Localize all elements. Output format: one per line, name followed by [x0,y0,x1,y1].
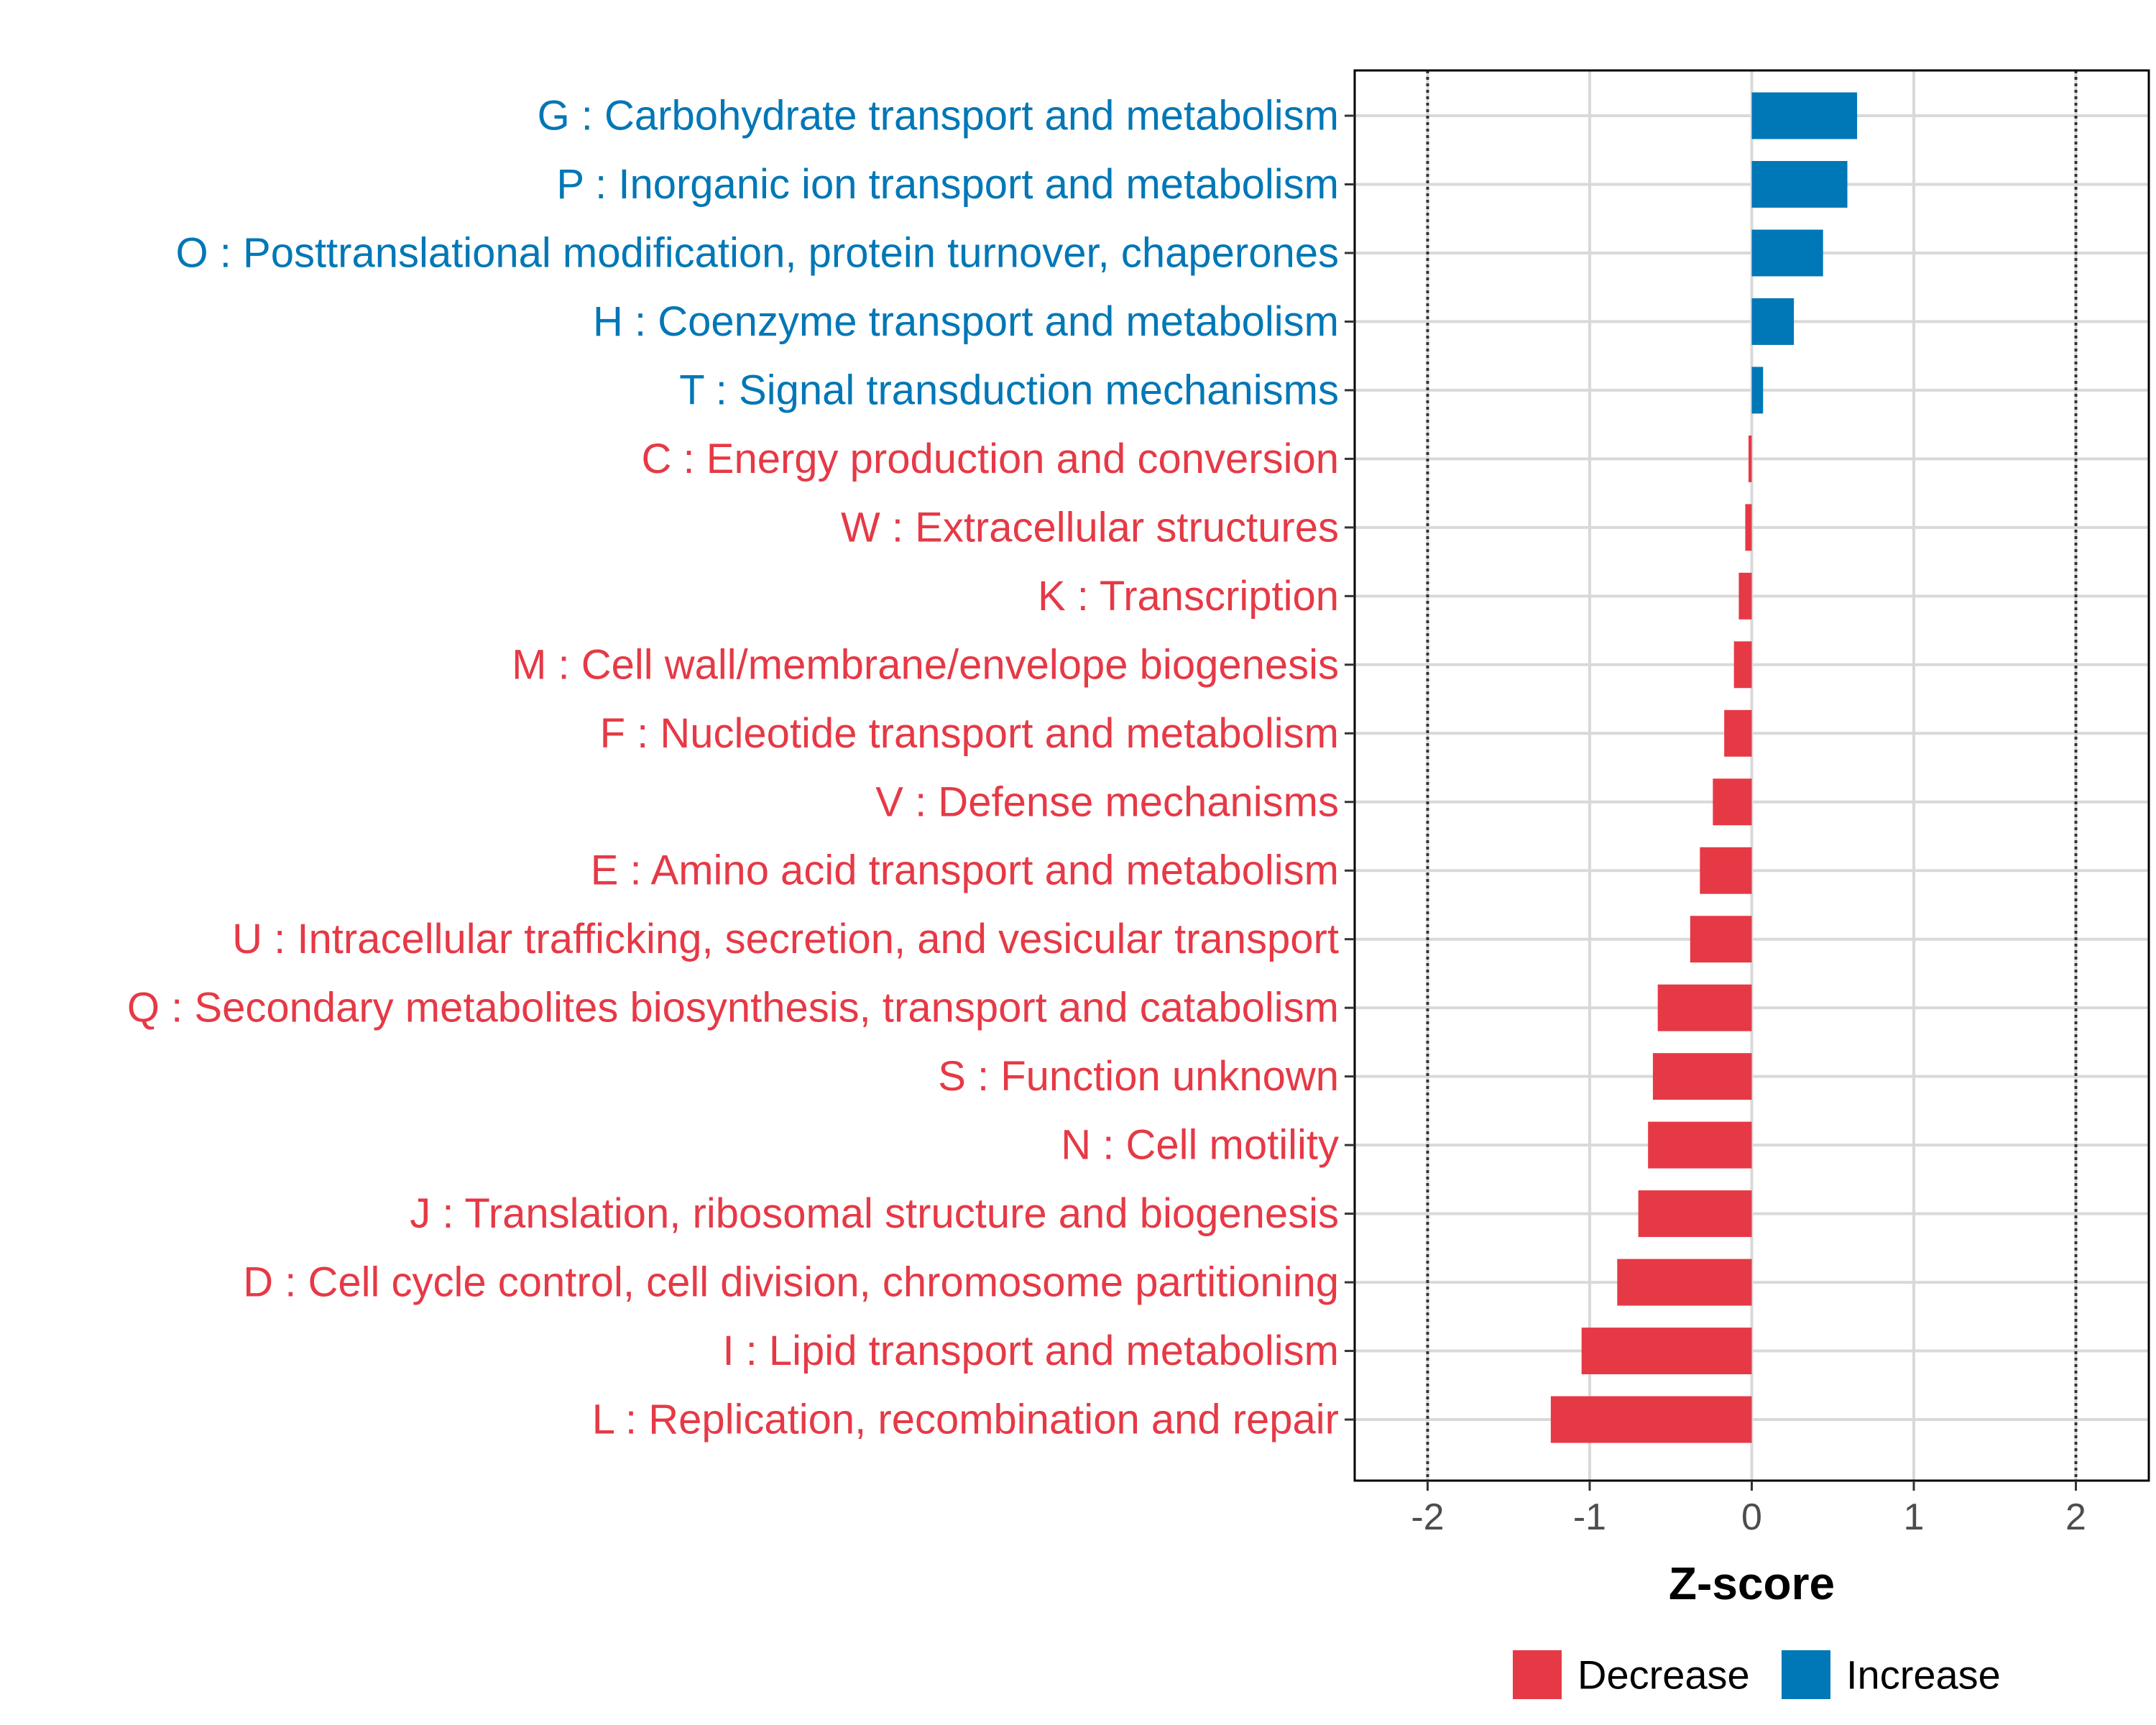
legend: Decrease Increase [1513,1650,2001,1699]
reference-lines [1426,70,2078,1481]
x-tick-label-neg2: -2 [1411,1496,1444,1538]
x-tick-label-2: 2 [2065,1496,2086,1538]
bar-g [1751,92,1858,139]
y-label-j: J : Translation, ribosomal structure and… [410,1190,1339,1237]
bar-p [1751,161,1848,208]
y-axis-category-labels: G : Carbohydrate transport and metabolis… [127,93,1339,1443]
y-label-f: F : Nucleotide transport and metabolism [600,710,1339,757]
y-label-u: U : Intracellular trafficking, secretion… [232,916,1339,962]
bar-d [1617,1259,1752,1306]
bar-w [1745,504,1752,551]
y-label-i: I : Lipid transport and metabolism [722,1328,1339,1374]
bar-l [1550,1396,1752,1443]
bar-q [1657,984,1752,1031]
legend-swatch-increase [1782,1650,1830,1699]
bar-e [1700,847,1752,894]
y-label-n: N : Cell motility [1061,1122,1339,1169]
y-label-c: C : Energy production and conversion [642,436,1339,482]
y-label-s: S : Function unknown [938,1053,1339,1100]
y-label-l: L : Replication, recombination and repai… [592,1397,1339,1443]
bar-t [1751,367,1764,414]
x-axis-ticks: -2 -1 0 1 2 [1411,1481,2086,1538]
x-tick-label-1: 1 [1904,1496,1925,1538]
legend-swatch-decrease [1513,1650,1562,1699]
legend-label-increase: Increase [1846,1652,2001,1698]
x-tick-label-0: 0 [1741,1496,1762,1538]
bar-k [1738,572,1752,620]
bar-j [1638,1190,1752,1238]
bar-c [1748,435,1752,482]
y-label-e: E : Amino acid transport and metabolism [591,847,1339,894]
y-label-v: V : Defense mechanisms [875,778,1339,825]
x-axis-title: Z-score [1669,1558,1835,1609]
bar-i [1581,1328,1752,1375]
y-label-w: W : Extracellular structures [841,504,1339,551]
y-label-d: D : Cell cycle control, cell division, c… [243,1259,1339,1306]
bar-s [1652,1053,1752,1100]
bar-o [1751,229,1823,277]
y-label-o: O : Posttranslational modification, prot… [176,229,1339,276]
y-label-p: P : Inorganic ion transport and metaboli… [556,161,1339,208]
y-axis-ticks [1345,114,1355,1421]
y-label-g: G : Carbohydrate transport and metabolis… [538,93,1339,139]
y-label-q: Q : Secondary metabolites biosynthesis, … [127,985,1339,1031]
legend-label-decrease: Decrease [1577,1652,1750,1698]
bar-n [1648,1121,1752,1169]
bars [1550,92,1858,1443]
bar-v [1713,778,1752,826]
y-label-h: H : Coenzyme transport and metabolism [593,298,1339,345]
bar-f [1724,709,1752,757]
y-label-t: T : Signal transduction mechanisms [679,367,1339,413]
bar-u [1690,916,1752,963]
x-tick-label-neg1: -1 [1573,1496,1606,1538]
y-label-m: M : Cell wall/membrane/envelope biogenes… [512,641,1339,688]
bar-h [1751,298,1795,345]
bar-m [1733,641,1752,689]
y-label-k: K : Transcription [1038,573,1339,620]
